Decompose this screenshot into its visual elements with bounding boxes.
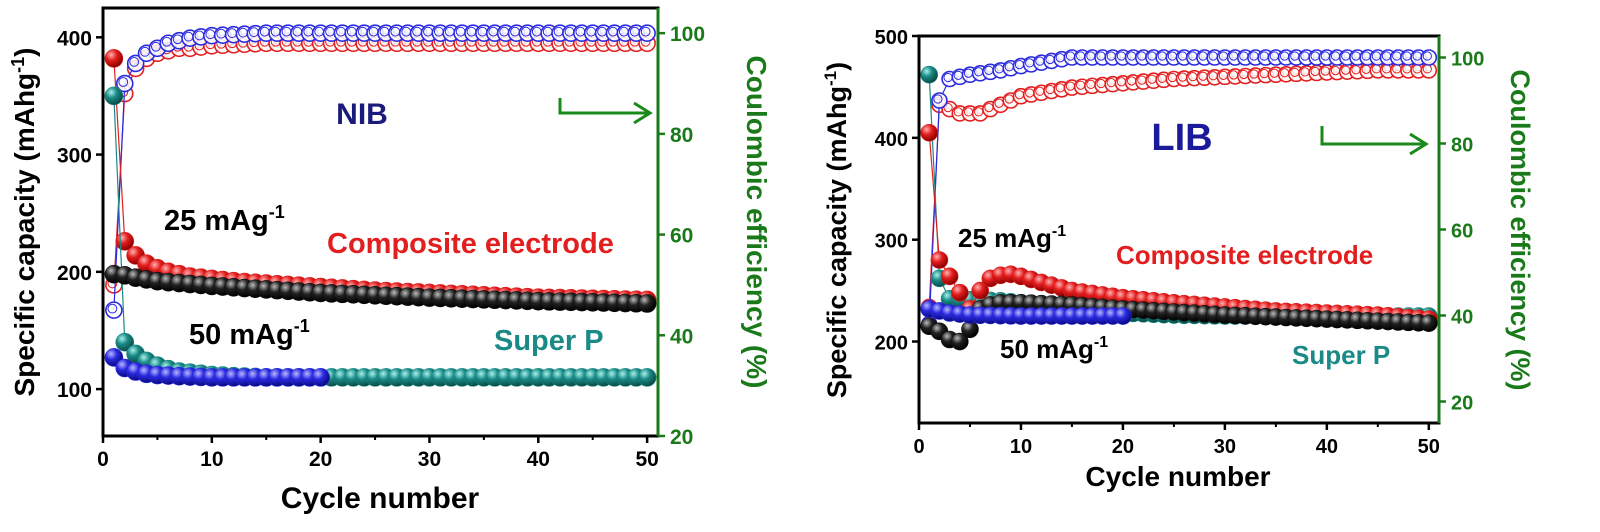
right-blue_ce-point-inner <box>1422 51 1432 61</box>
right-blue_ce-point-inner <box>933 94 943 104</box>
right-composite_cap-point <box>940 267 959 286</box>
right-x-axis-label: Cycle number <box>1085 461 1270 492</box>
left-superp_cap-point <box>637 368 657 387</box>
right-arrow-icon <box>1320 126 1429 156</box>
left-rate-50-label: 50 mAg-1 <box>189 316 310 351</box>
y-tick-label: 100 <box>57 379 92 402</box>
x-tick-label: 30 <box>1214 436 1236 458</box>
right-composite-label: Composite electrode <box>1116 240 1373 270</box>
right-composite_cap-point <box>920 123 938 142</box>
left-arrow-icon <box>558 98 653 125</box>
left-superp_cap-point <box>115 332 135 352</box>
y-tick-label: 400 <box>57 27 92 50</box>
x-tick-label: 50 <box>1418 436 1440 458</box>
left-blue_ce-point <box>105 301 123 319</box>
right-system-label: LIB <box>1151 117 1212 159</box>
left-composite_cap-point <box>104 49 124 68</box>
left-y2-axis-label: Coulombic efficiency (%) <box>741 56 772 389</box>
right-data-marks <box>920 49 1438 351</box>
y-tick-label: 300 <box>57 145 92 168</box>
left-blue_ce-point-inner <box>107 303 118 314</box>
right-y-ticks: 200 300 400 500 <box>875 27 919 355</box>
right-rate-25-label: 25 mAg-1 <box>958 223 1066 253</box>
y-tick-label: 300 <box>875 231 908 253</box>
right-panel: 0 10 20 30 40 50 200 300 400 500 20 40 60 80 100 Cyc… <box>821 27 1535 492</box>
left-superp_cap-point <box>104 86 124 106</box>
left-y-axis-label: Specific capacity (mAhg-1) <box>8 48 40 397</box>
left-rate-25-label: 25 mAg-1 <box>164 202 285 237</box>
left-composite_cap-line <box>113 58 648 301</box>
x-tick-label: 20 <box>1112 436 1134 458</box>
y2-tick-label: 60 <box>670 225 693 248</box>
left-y-ticks: 100 200 300 400 <box>57 27 103 402</box>
x-tick-label: 30 <box>418 448 441 471</box>
left-system-label: NIB <box>336 98 388 131</box>
y2-tick-label: 60 <box>1451 221 1473 243</box>
x-tick-label: 20 <box>309 448 332 471</box>
left-blue_cap-point <box>311 368 330 387</box>
left-blue_ce-point <box>115 74 134 93</box>
y2-tick-label: 80 <box>1451 135 1473 157</box>
y-tick-label: 500 <box>875 27 908 49</box>
right-blue_ce-point <box>1420 49 1438 66</box>
right-blue_ce-point <box>931 92 948 109</box>
x-tick-label: 10 <box>200 448 223 471</box>
right-y2-axis-label: Coulombic efficiency (%) <box>1505 69 1535 390</box>
right-superp_cap-point <box>920 65 938 84</box>
right-composite_cap-point <box>950 283 969 302</box>
x-tick-label: 0 <box>97 448 109 471</box>
right-black_cap-point <box>1420 314 1438 332</box>
left-panel: 0 10 20 30 40 50 100 200 300 400 20 40 60 80 100 Cyc… <box>8 6 772 515</box>
right-black_cap-point <box>950 332 969 351</box>
y2-tick-label: 100 <box>1451 49 1484 71</box>
right-composite_cap-point <box>930 251 949 269</box>
y-tick-label: 400 <box>875 129 908 151</box>
left-blue_ce-point-inner <box>129 56 140 67</box>
left-blue_ce-point <box>126 54 145 73</box>
left-x-axis-label: Cycle number <box>281 482 480 515</box>
left-blue_ce-point-inner <box>640 26 651 37</box>
y2-tick-label: 40 <box>670 325 693 348</box>
x-tick-label: 10 <box>1010 436 1032 458</box>
right-y2-ticks: 20 40 60 80 100 <box>1439 49 1484 415</box>
y2-tick-label: 100 <box>670 23 705 46</box>
left-data-marks <box>104 24 657 387</box>
x-tick-label: 40 <box>1316 436 1338 458</box>
left-y2-ticks: 20 40 60 80 100 <box>658 23 705 449</box>
left-superp-label: Super P <box>494 325 604 357</box>
right-composite_cap-point <box>971 281 989 300</box>
right-blue_cap-point <box>1114 307 1132 325</box>
y2-tick-label: 20 <box>670 426 693 449</box>
x-tick-label: 50 <box>635 448 658 471</box>
right-rate-50-label: 50 mAg-1 <box>1000 334 1108 364</box>
y2-tick-label: 40 <box>1451 307 1473 329</box>
y-tick-label: 200 <box>875 333 908 355</box>
x-tick-label: 0 <box>913 436 924 458</box>
right-x-ticks: 0 10 20 30 40 50 <box>913 423 1440 458</box>
x-tick-label: 40 <box>527 448 550 471</box>
right-composite_ce-point-inner <box>943 102 953 113</box>
left-x-ticks: 0 10 20 30 40 50 <box>97 436 659 471</box>
y-tick-label: 200 <box>57 262 92 285</box>
right-superp-label: Super P <box>1292 340 1390 370</box>
left-black_cap-point <box>637 294 657 313</box>
y2-tick-label: 80 <box>670 124 693 147</box>
y2-tick-label: 20 <box>1451 393 1473 415</box>
right-y-axis-label: Specific capacity (mAhg-1) <box>821 62 852 398</box>
left-blue_ce-point-inner <box>118 77 129 87</box>
left-blue_ce-point <box>638 24 656 42</box>
left-composite-label: Composite electrode <box>327 228 614 260</box>
